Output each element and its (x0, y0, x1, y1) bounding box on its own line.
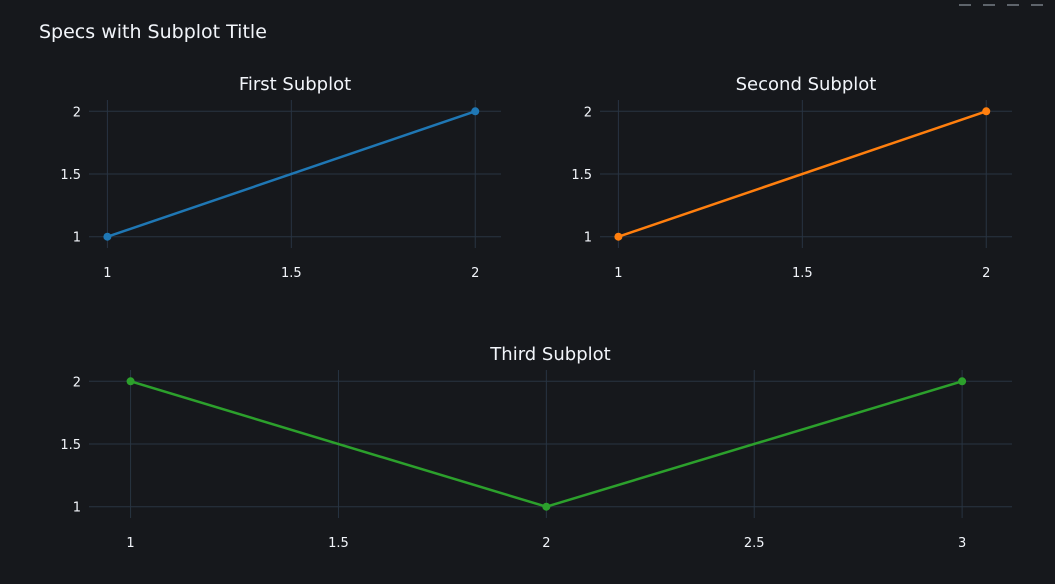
data-point (614, 232, 623, 241)
data-point (542, 502, 551, 511)
subplot-1: First Subplot 1 1.5 2 1 1.5 2 (60, 74, 501, 281)
subplot-title: First Subplot (239, 74, 351, 95)
camera-icon[interactable] (959, 0, 971, 6)
x-tick-label: 2 (982, 266, 990, 281)
x-tick-label: 1.5 (792, 266, 813, 281)
x-tick-label: 1.5 (328, 536, 349, 551)
x-tick-label: 2 (471, 266, 479, 281)
x-tick-label: 1 (614, 266, 622, 281)
x-tick-label: 1 (103, 266, 111, 281)
data-point (958, 377, 967, 386)
subplot-3: Third Subplot 1 1.5 2 2.5 3 1 1.5 2 (60, 344, 1012, 551)
x-tick-label: 1 (126, 536, 134, 551)
figure-title: Specs with Subplot Title (39, 21, 267, 43)
x-tick-label: 2.5 (744, 536, 765, 551)
modebar[interactable] (959, 0, 1043, 6)
y-tick-label: 1.5 (571, 168, 592, 183)
x-tick-label: 3 (958, 536, 966, 551)
y-tick-label: 1 (73, 231, 81, 246)
zoom-icon[interactable] (983, 0, 995, 6)
subplots-container: First Subplot 1 1.5 2 1 1.5 2 Second Subplot 1 1.… (60, 74, 1012, 551)
subplot-title: Second Subplot (736, 74, 877, 95)
y-tick-label: 2 (584, 105, 592, 120)
y-tick-label: 2 (73, 105, 81, 120)
series-line (617, 110, 987, 238)
data-point (471, 107, 480, 116)
y-tick-label: 1 (584, 231, 592, 246)
y-tick-label: 1.5 (60, 168, 81, 183)
x-tick-label: 2 (542, 536, 550, 551)
x-tick-label: 1.5 (281, 266, 302, 281)
series-line (106, 110, 476, 238)
y-tick-label: 2 (73, 375, 81, 390)
data-point (103, 232, 112, 241)
subplot-2: Second Subplot 1 1.5 2 1 1.5 2 (571, 74, 1012, 281)
y-tick-label: 1 (73, 501, 81, 516)
data-point (982, 107, 991, 116)
data-point (126, 377, 135, 386)
y-tick-label: 1.5 (60, 438, 81, 453)
home-icon[interactable] (1031, 0, 1043, 6)
subplot-title: Third Subplot (489, 344, 610, 365)
pan-icon[interactable] (1007, 0, 1019, 6)
